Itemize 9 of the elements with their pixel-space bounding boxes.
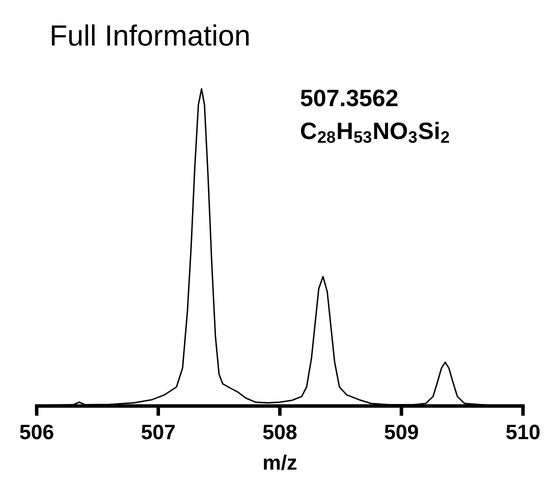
x-tick-label: 506 <box>20 424 54 440</box>
annotation: C$_{28}$H$_{53}$NO$_{3}$Si$_{2}$ <box>300 122 450 143</box>
x-tick-label: 507 <box>142 424 175 440</box>
x-tick-label: 510 <box>506 424 540 440</box>
chart-title: Full Information <box>52 24 249 46</box>
x-tick-label: 509 <box>384 424 418 440</box>
x-tick-label: 508 <box>263 424 297 440</box>
x-axis-title: m/z <box>264 454 296 470</box>
annotation: 507.3562 <box>300 90 398 106</box>
